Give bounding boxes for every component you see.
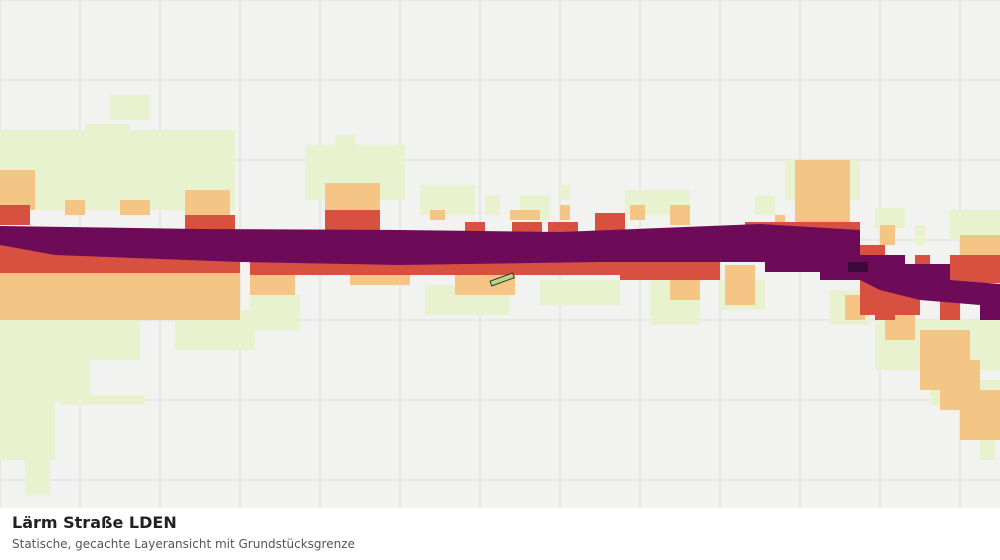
noise-zone-high [950, 255, 1000, 283]
noise-zone-low [250, 295, 300, 330]
noise-zone-very-high [0, 224, 1000, 320]
noise-zone-low [0, 400, 55, 460]
noise-zone-low [85, 124, 130, 134]
noise-zone-low [335, 135, 355, 147]
noise-zone-medium [430, 210, 445, 220]
noise-zone-low [560, 185, 570, 200]
noise-zone-low [875, 208, 905, 228]
noise-zone-medium [795, 160, 850, 225]
noise-zone-high [915, 255, 930, 265]
noise-zone-high [0, 205, 30, 225]
noise-zone-low [980, 440, 995, 460]
noise-zone-low [540, 280, 620, 305]
noise-zone-high [595, 213, 625, 233]
noise-zone-high [512, 222, 542, 232]
noise-zone-medium [65, 200, 85, 215]
noise-zone-high [465, 222, 485, 232]
noise-zone-low [915, 225, 925, 245]
noise-zone-medium [630, 205, 645, 220]
noise-zone-medium [775, 215, 785, 225]
noise-zone-low [25, 455, 50, 495]
noise-zone-low [60, 395, 145, 405]
noise-zone-medium [120, 200, 150, 215]
map-title: Lärm Straße LDEN [12, 513, 177, 532]
noise-zone-medium [510, 210, 540, 220]
caption-panel [0, 508, 1000, 560]
noise-zone-high [860, 245, 885, 255]
noise-zone-medium [325, 183, 380, 213]
noise-zone-low [485, 195, 500, 215]
noise-zone-medium [960, 390, 1000, 440]
noise-zone-high [548, 222, 578, 234]
noise-zone-low [0, 360, 90, 400]
noise-zone-medium [0, 170, 35, 210]
parcel-marker [489, 272, 515, 287]
noise-zone-medium [725, 265, 755, 305]
noise-zone-low [755, 195, 775, 215]
noise-zone-high [875, 305, 895, 320]
noise-zone-medium [560, 205, 570, 220]
noise-zone-medium [670, 205, 690, 225]
map-subtitle: Statische, gecachte Layeransicht mit Gru… [12, 537, 355, 551]
noise-zone-high [940, 300, 960, 320]
noise-zone-high [325, 210, 380, 230]
noise-zone-extreme [848, 262, 868, 272]
noise-zone-low [110, 95, 150, 120]
noise-zone-medium [0, 270, 240, 320]
noise-zone-low [420, 185, 475, 215]
noise-zone-medium [880, 225, 895, 245]
noise-layers [0, 95, 1000, 495]
